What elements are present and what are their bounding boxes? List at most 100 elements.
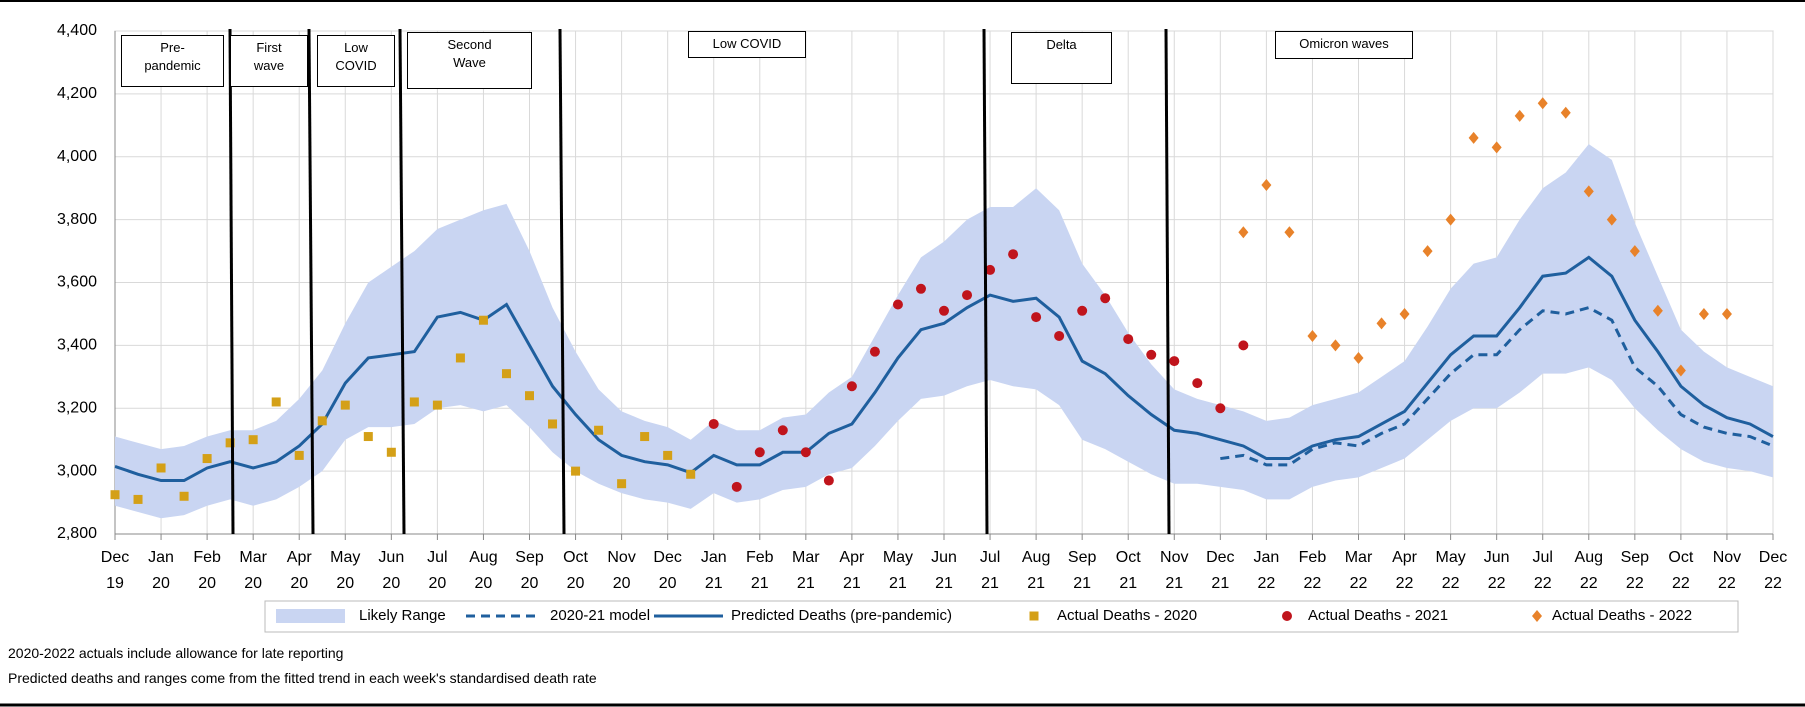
y-tick-label: 4,400 bbox=[57, 22, 97, 39]
data-point bbox=[1629, 245, 1640, 258]
data-point bbox=[1675, 364, 1686, 377]
x-tick-label: Nov 20 bbox=[607, 549, 636, 592]
data-point bbox=[248, 435, 258, 445]
data-point bbox=[1537, 97, 1548, 110]
period-divider bbox=[558, 28, 566, 535]
data-point bbox=[478, 315, 488, 325]
annotation-text: Low COVID bbox=[712, 36, 782, 51]
data-point bbox=[271, 397, 281, 407]
legend-swatch bbox=[1282, 611, 1292, 621]
x-tick-label: Apr 22 bbox=[1392, 549, 1417, 592]
data-point bbox=[363, 432, 373, 442]
legend-label: Predicted Deaths (pre-pandemic) bbox=[731, 607, 952, 624]
data-point bbox=[663, 450, 673, 460]
annotation-box: Pre-pandemic bbox=[121, 35, 224, 87]
legend-box bbox=[264, 600, 1739, 633]
annotation-text: Omicron waves bbox=[1299, 36, 1389, 51]
x-tick-label: Apr 21 bbox=[839, 549, 865, 592]
data-point bbox=[640, 432, 650, 442]
x-tick-label: Jan 21 bbox=[700, 549, 727, 592]
data-point bbox=[915, 283, 926, 294]
legend-swatch bbox=[276, 609, 345, 623]
footnote: Predicted deaths and ranges come from th… bbox=[8, 670, 597, 686]
data-point bbox=[1238, 340, 1249, 351]
data-point bbox=[800, 447, 811, 458]
annotation-text: First wave bbox=[253, 40, 285, 73]
data-point bbox=[525, 391, 534, 401]
data-point bbox=[1261, 179, 1272, 192]
data-point bbox=[617, 479, 627, 489]
x-tick-label: Dec 19 bbox=[100, 549, 130, 592]
x-tick-label: Dec 20 bbox=[653, 549, 682, 592]
data-point bbox=[1698, 307, 1709, 320]
period-divider bbox=[982, 28, 989, 535]
legend-label: Actual Deaths - 2020 bbox=[1057, 607, 1197, 624]
data-point bbox=[455, 353, 465, 363]
x-tick-label: Jan 22 bbox=[1253, 549, 1280, 592]
y-tick-label: 3,800 bbox=[57, 211, 97, 228]
data-point bbox=[1468, 131, 1479, 144]
annotation-box: Second Wave bbox=[407, 32, 532, 89]
x-tick-label: Jan 20 bbox=[148, 549, 174, 592]
x-tick-label: May 21 bbox=[882, 549, 914, 592]
y-tick-label: 3,400 bbox=[57, 337, 97, 354]
data-point bbox=[432, 400, 442, 410]
data-point bbox=[1169, 356, 1180, 367]
x-tick-label: Feb 20 bbox=[193, 549, 221, 592]
x-tick-label: Jun 20 bbox=[378, 549, 405, 592]
data-point bbox=[294, 450, 304, 460]
data-point bbox=[686, 469, 696, 479]
data-point bbox=[133, 494, 143, 504]
data-point bbox=[1721, 307, 1732, 320]
x-tick-label: Sep 22 bbox=[1620, 549, 1650, 592]
data-point bbox=[1054, 330, 1065, 341]
data-point bbox=[1031, 312, 1042, 323]
legend-label: 2020-21 model bbox=[550, 607, 650, 624]
series-line bbox=[114, 255, 1774, 483]
data-point bbox=[1238, 226, 1249, 239]
data-point bbox=[823, 475, 834, 486]
data-point bbox=[1192, 378, 1203, 389]
y-tick-label: 4,000 bbox=[57, 148, 97, 165]
data-point bbox=[179, 491, 189, 501]
data-point bbox=[939, 305, 949, 316]
x-tick-label: Aug 22 bbox=[1574, 549, 1603, 592]
data-point bbox=[409, 397, 419, 407]
x-tick-label: May 22 bbox=[1435, 549, 1466, 592]
data-point bbox=[1445, 213, 1456, 226]
data-point bbox=[1215, 403, 1226, 414]
x-tick-label: Oct 21 bbox=[1115, 549, 1141, 592]
x-tick-label: Dec 21 bbox=[1206, 549, 1235, 592]
annotation-box: Low COVID bbox=[688, 31, 806, 58]
x-tick-label: Jun 21 bbox=[931, 549, 957, 592]
x-tick-label: Mar 22 bbox=[1344, 549, 1373, 592]
period-divider bbox=[228, 28, 235, 535]
data-point bbox=[731, 481, 742, 492]
annotation-text: Second Wave bbox=[447, 37, 492, 70]
y-tick-label: 2,800 bbox=[57, 525, 97, 542]
data-point bbox=[962, 290, 973, 301]
y-tick-label: 3,600 bbox=[57, 274, 97, 291]
likely-range bbox=[115, 144, 1773, 519]
data-point bbox=[202, 454, 212, 464]
legend-label: Likely Range bbox=[359, 607, 446, 624]
data-point bbox=[1077, 305, 1088, 316]
data-point bbox=[708, 418, 719, 429]
x-tick-label: Apr 20 bbox=[286, 549, 312, 592]
data-point bbox=[777, 425, 788, 436]
x-tick-label: Nov 21 bbox=[1160, 549, 1189, 592]
legend-swatch bbox=[1029, 611, 1039, 621]
x-tick-label: Aug 20 bbox=[469, 549, 498, 592]
x-tick-label: Mar 20 bbox=[239, 549, 267, 592]
x-tick-label: Dec 22 bbox=[1758, 549, 1788, 592]
annotation-box: Low COVID bbox=[317, 35, 395, 87]
data-point bbox=[548, 419, 558, 429]
data-point bbox=[1583, 185, 1594, 198]
x-tick-label: Sep 21 bbox=[1067, 549, 1097, 592]
period-divider bbox=[398, 28, 406, 535]
data-point bbox=[386, 447, 396, 457]
data-point bbox=[1307, 329, 1318, 342]
x-tick-label: Oct 20 bbox=[563, 549, 588, 592]
